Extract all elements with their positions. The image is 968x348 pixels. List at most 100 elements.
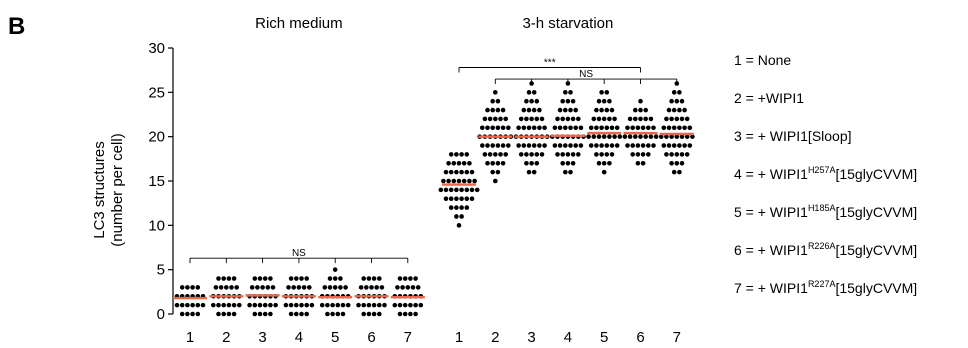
data-point	[338, 285, 343, 290]
data-point	[591, 116, 597, 122]
data-point	[467, 178, 472, 184]
data-point	[493, 178, 498, 184]
data-point	[231, 311, 237, 317]
data-point	[560, 152, 565, 157]
data-point	[599, 90, 604, 95]
data-point	[485, 143, 490, 148]
data-point	[563, 90, 568, 95]
data-point	[309, 302, 315, 308]
data-point	[330, 302, 335, 308]
data-point	[565, 152, 571, 157]
data-point	[446, 160, 451, 166]
data-point	[301, 285, 307, 290]
data-point	[366, 302, 372, 308]
data-point	[418, 302, 424, 308]
data-point	[588, 125, 594, 131]
data-point	[451, 178, 457, 184]
data-point	[443, 196, 449, 202]
data-point	[537, 107, 542, 113]
data-point	[534, 98, 540, 104]
data-point	[490, 143, 496, 148]
data-point	[664, 152, 669, 157]
data-point	[601, 98, 607, 104]
data-point	[291, 285, 297, 290]
data-point	[506, 125, 511, 131]
data-point	[526, 143, 532, 148]
data-point	[604, 107, 610, 113]
data-point	[607, 98, 612, 104]
data-point	[529, 116, 534, 122]
data-point	[633, 134, 638, 139]
data-point	[361, 311, 367, 317]
data-point	[469, 187, 475, 193]
data-point	[459, 187, 464, 193]
data-point	[273, 302, 278, 308]
data-point	[195, 302, 201, 308]
data-point	[490, 98, 496, 104]
data-point	[664, 134, 669, 139]
data-point	[371, 276, 377, 281]
data-point	[448, 187, 454, 193]
data-point	[679, 134, 685, 139]
data-point	[537, 143, 542, 148]
data-point	[410, 285, 416, 290]
data-point	[552, 125, 558, 131]
data-point	[224, 285, 229, 290]
data-point	[677, 107, 682, 113]
data-point	[671, 90, 677, 95]
data-point	[454, 187, 459, 193]
data-point	[371, 311, 377, 317]
data-point	[234, 285, 239, 290]
data-point	[674, 98, 680, 104]
data-point	[557, 143, 563, 148]
x-tick-label: 7	[673, 329, 681, 346]
data-point	[591, 134, 597, 139]
data-point	[464, 152, 470, 157]
data-point	[563, 169, 568, 175]
data-point	[438, 187, 444, 193]
data-point	[596, 160, 602, 166]
x-tick-label: 5	[600, 329, 608, 346]
data-point	[190, 311, 195, 317]
data-point	[327, 276, 333, 281]
data-point	[195, 285, 201, 290]
data-point	[677, 143, 682, 148]
data-point	[472, 178, 477, 184]
data-point	[454, 214, 459, 219]
data-point	[539, 152, 545, 157]
data-point	[500, 125, 506, 131]
data-point	[260, 285, 265, 290]
data-point	[651, 125, 656, 131]
data-point	[568, 143, 573, 148]
data-point	[415, 285, 421, 290]
data-point	[552, 143, 558, 148]
data-point	[485, 107, 490, 113]
data-point	[531, 90, 537, 95]
data-point	[521, 143, 527, 148]
legend-entry: 3 = + WIPI1[Sloop]	[734, 128, 852, 144]
data-point	[185, 311, 190, 317]
data-point	[493, 90, 498, 95]
data-point	[413, 311, 418, 317]
data-point	[459, 152, 464, 157]
data-point	[658, 134, 664, 139]
data-point	[332, 285, 338, 290]
data-point	[459, 214, 464, 219]
data-point	[366, 311, 372, 317]
data-point	[648, 134, 654, 139]
data-point	[609, 143, 615, 148]
data-point	[190, 285, 195, 290]
data-point	[679, 152, 685, 157]
data-point	[684, 134, 690, 139]
data-point	[521, 107, 527, 113]
data-point	[576, 152, 581, 157]
data-point	[216, 276, 221, 281]
data-point	[296, 285, 302, 290]
y-tick-label: 20	[148, 129, 165, 146]
data-point	[443, 169, 449, 175]
data-point	[221, 302, 226, 308]
data-point	[640, 125, 646, 131]
data-point	[268, 302, 273, 308]
